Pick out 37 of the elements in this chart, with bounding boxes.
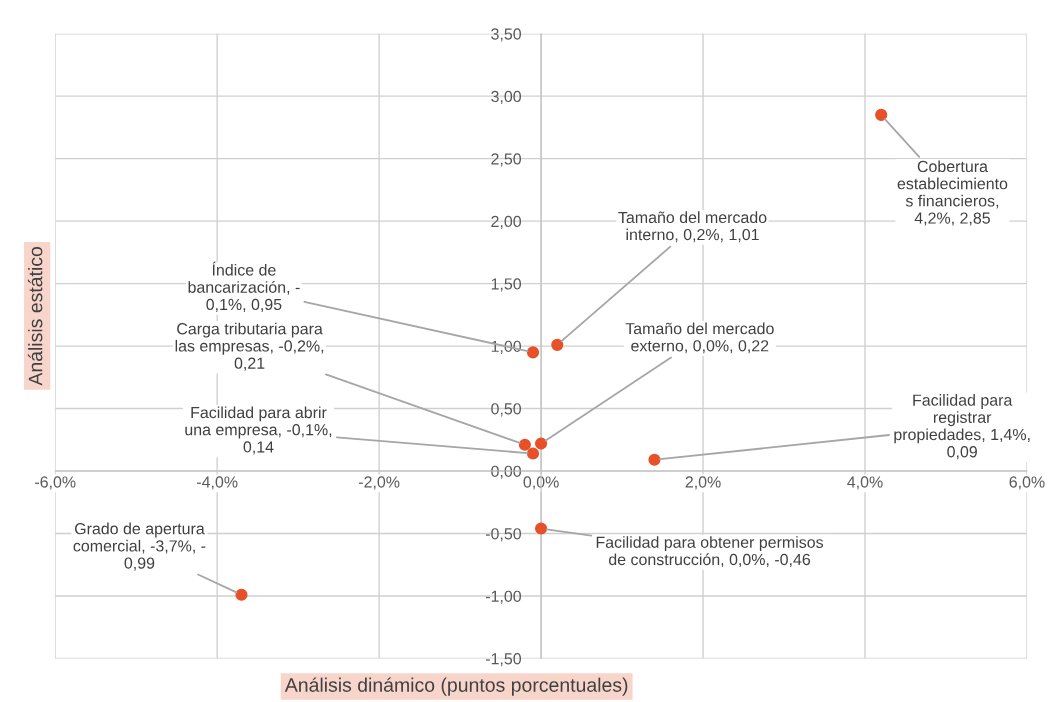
annotation: Grado de apertura comercial, -3,7%, - 0,99 [73, 522, 206, 571]
point [648, 453, 661, 466]
y-tick-label: 0,00 [491, 465, 522, 479]
annotation: Cobertura establecimiento s financieros, 4,2%, 2,85 [897, 160, 1008, 226]
x-axis-title: Análisis dinámico (puntos porcentuales) [284, 677, 628, 696]
x-tick-label: -4,0% [197, 476, 238, 490]
annotation: Facilidad para registrar propiedades, 1,4%, 0,09 [894, 394, 1030, 460]
y-tick-label: 2,00 [491, 215, 522, 229]
y-axis-title: Análisis estático [27, 247, 43, 386]
y-tick-label: 2,50 [491, 153, 522, 167]
y-tick-label: -0,50 [485, 528, 522, 542]
point [526, 447, 540, 460]
x-tick-label: 6,0% [1009, 476, 1045, 490]
point [551, 338, 564, 351]
annotation: Carga tributaria para las empresas, -0,2%, 0,21 [175, 322, 324, 371]
y-tick-label: 3,00 [491, 90, 522, 105]
x-tick-label: 4,0% [847, 476, 883, 490]
point [535, 522, 548, 535]
y-tick-label: -1,00 [485, 590, 522, 604]
y-tick-label: -1,50 [485, 653, 522, 667]
x-tick-label: -6,0% [35, 476, 76, 490]
point [518, 438, 531, 451]
annotation: Tamaño del mercado interno, 0,2%, 1,01 [618, 211, 767, 243]
point [535, 437, 548, 450]
annotation: Facilidad para obtener permisos de construcción, 0,0%, -0,46 [596, 536, 824, 568]
x-tick-label: -2,0% [358, 476, 400, 490]
point [526, 346, 540, 359]
point [235, 588, 248, 601]
y-tick-label: 1,50 [491, 278, 522, 292]
y-tick-label: 3,50 [491, 28, 522, 42]
annotation: Facilidad para abrir una empresa, -0,1%, 0,14 [185, 406, 332, 455]
x-tick-label: 2,0% [685, 476, 721, 490]
x-tick-label: 0,0% [523, 476, 559, 490]
annotation: Tamaño del mercado externo, 0,0%, 0,22 [625, 322, 774, 354]
point [875, 108, 888, 121]
annotation: Índice de bancarización, - 0,1%, 0,95 [188, 261, 300, 312]
y-tick-label: 0,50 [491, 403, 522, 417]
